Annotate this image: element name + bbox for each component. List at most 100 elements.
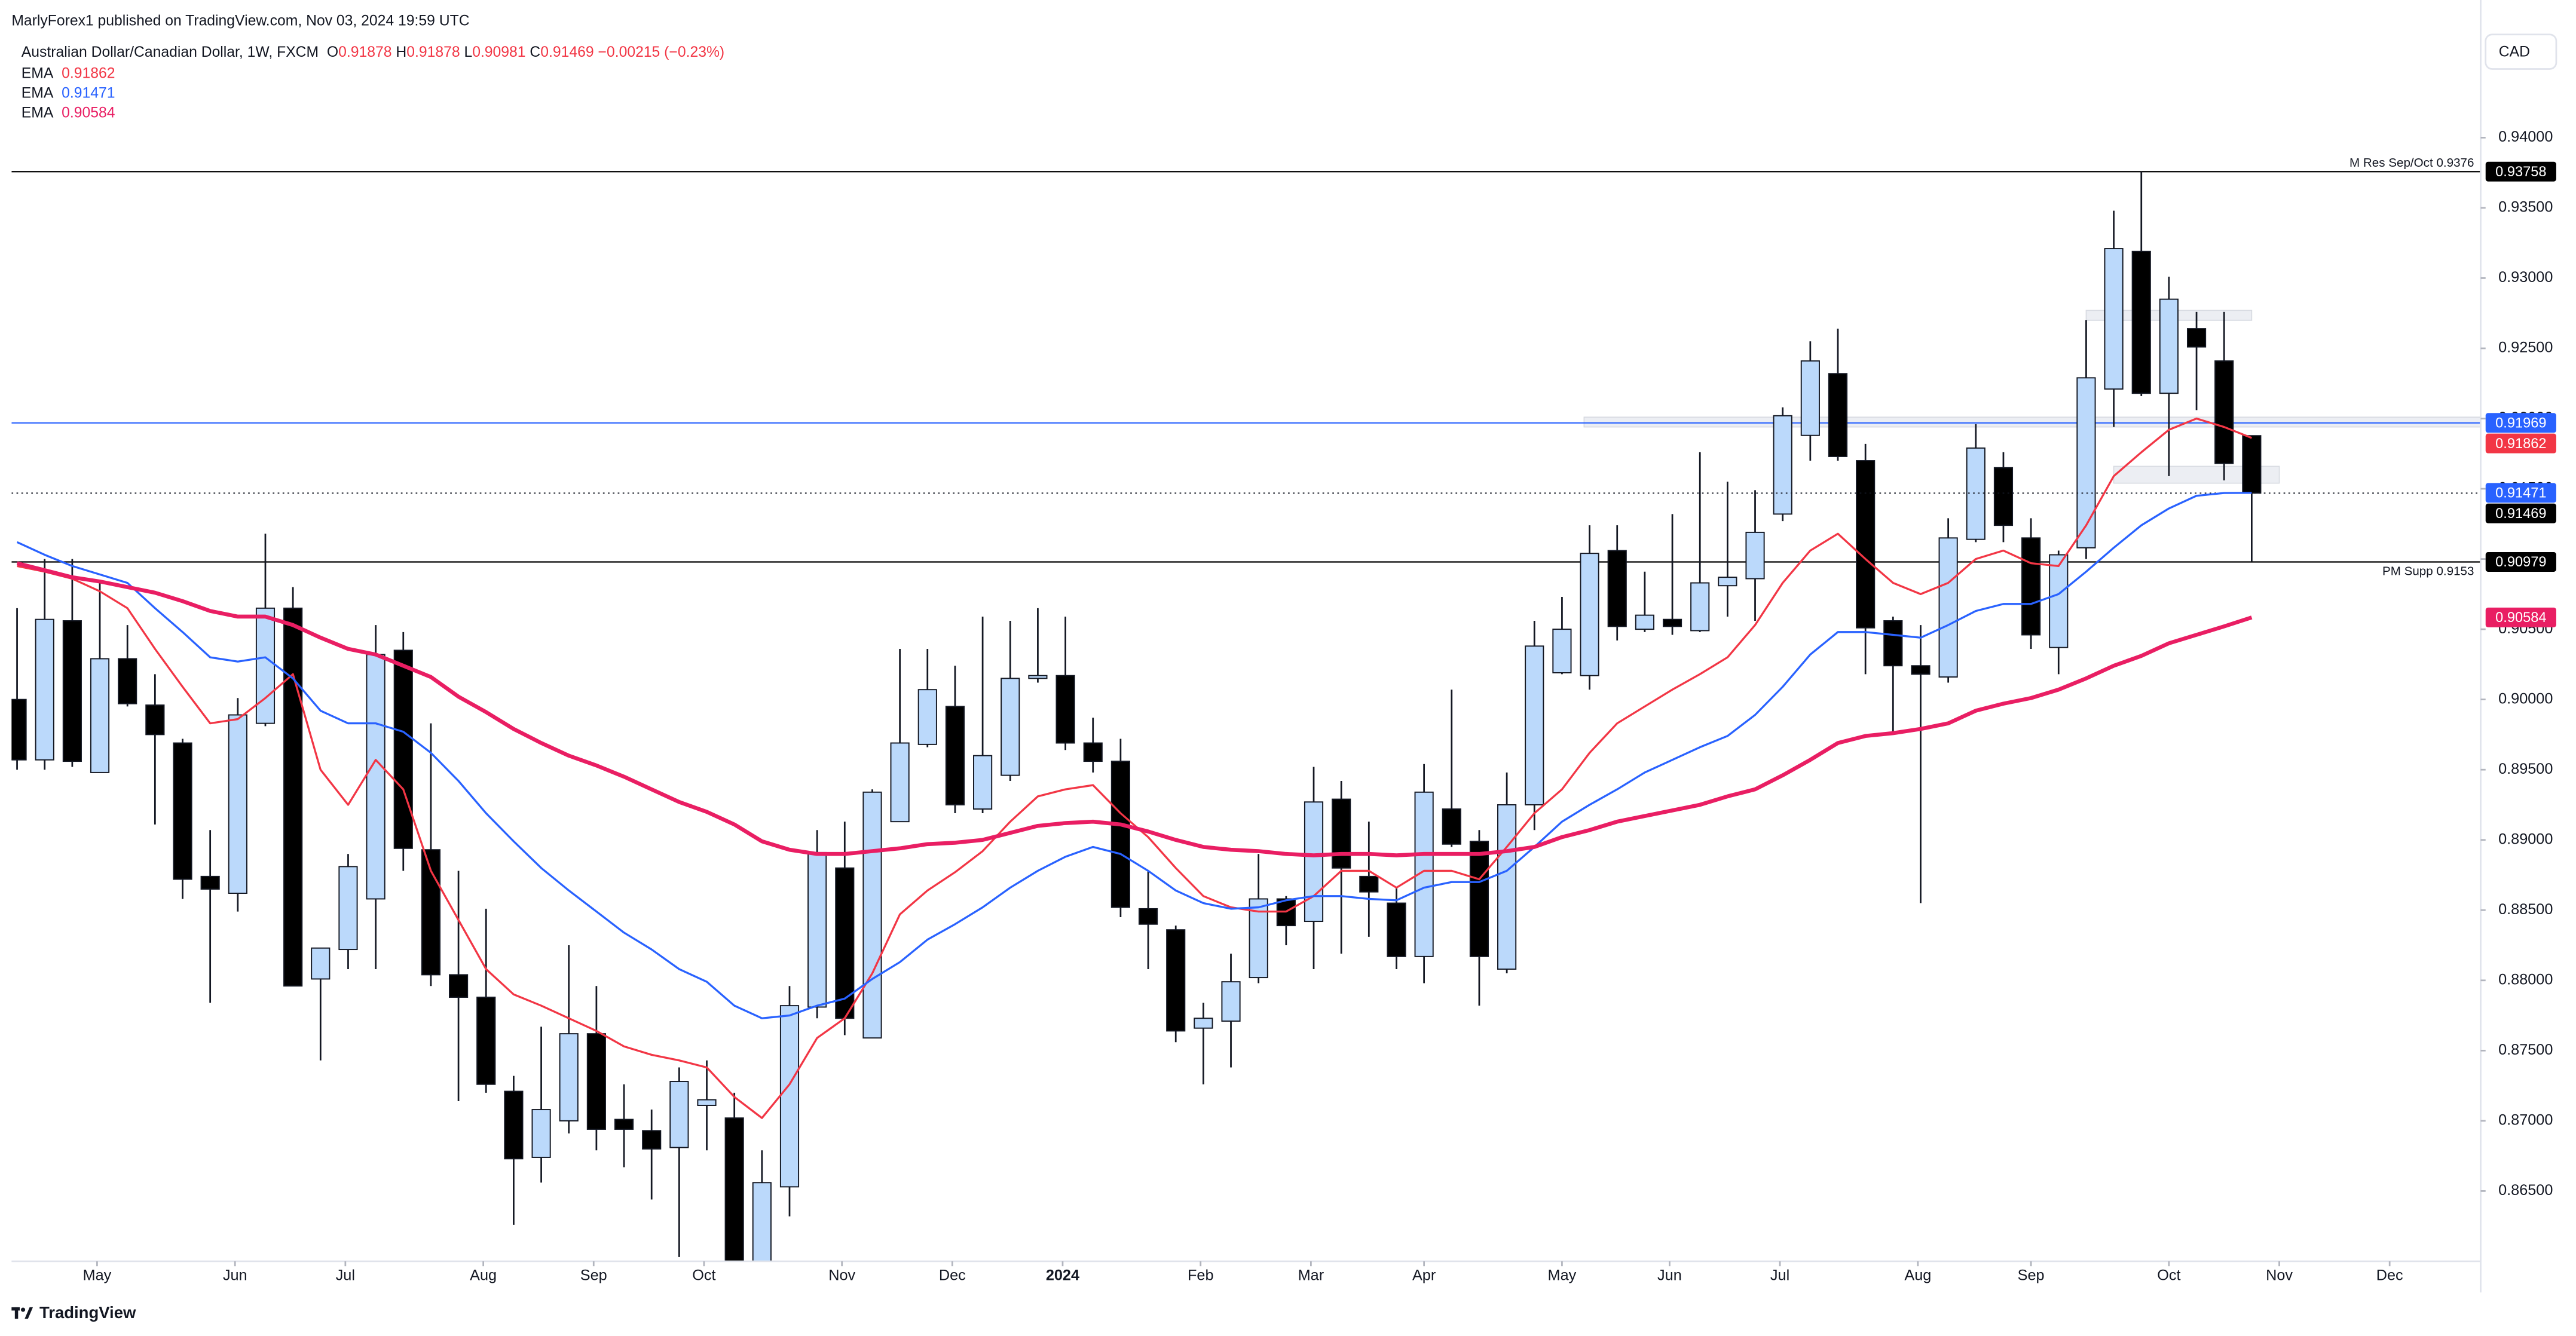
price-tag (2485, 503, 2556, 523)
price-tag-label: 0.91469 (2495, 506, 2546, 522)
x-tick-label: 2024 (1046, 1267, 1079, 1283)
price-tag-label: 0.90584 (2495, 610, 2546, 626)
candle-body (255, 607, 276, 724)
legend-value: 0.91471 (62, 85, 115, 101)
ohlc-label: H (396, 44, 406, 60)
ema-line (16, 561, 2253, 857)
candle-body (890, 742, 910, 823)
candle-body (1773, 415, 1792, 515)
candle-body (173, 742, 192, 880)
candle-body (2049, 554, 2069, 648)
candle-body (1635, 614, 1654, 630)
ema-line (17, 417, 2253, 1119)
legend-entry: EMA 0.91862 (22, 65, 115, 81)
brand-name: TradingView (39, 1303, 136, 1322)
y-tick-label: 0.90000 (2498, 690, 2553, 707)
candle-body (1028, 675, 1048, 679)
price-tag-label: 0.90979 (2495, 554, 2546, 570)
candle-body (1552, 629, 1572, 673)
price-tag (2485, 433, 2556, 453)
candle-body (393, 649, 413, 849)
candle-body (1662, 618, 1682, 627)
ohlc-label: O (327, 44, 338, 60)
candle-body (449, 974, 469, 998)
x-tick-label: Oct (2157, 1267, 2180, 1283)
x-tick-label: Nov (2266, 1267, 2293, 1283)
candle-body (1083, 742, 1103, 762)
legend-entry: EMA 0.91471 (22, 85, 115, 101)
candle-body (697, 1099, 717, 1106)
change: −0.00215 (−0.23%) (598, 44, 725, 60)
candle-body (752, 1182, 772, 1261)
candle-body (504, 1090, 524, 1160)
legend-name: EMA (22, 85, 54, 101)
candle-body (145, 704, 165, 736)
y-tick-label: 0.93000 (2498, 269, 2553, 286)
candle-body (90, 658, 110, 773)
symbol-line: Australian Dollar/Canadian Dollar, 1W, F… (22, 44, 724, 60)
candle-body (1304, 801, 1324, 923)
candle-body (200, 875, 220, 890)
candle-body (642, 1130, 662, 1150)
x-tick-label: Jun (1657, 1267, 1682, 1283)
candle-body (1221, 981, 1241, 1022)
candle-body (1110, 761, 1130, 908)
candle-body (1332, 798, 1351, 869)
currency-button[interactable] (2485, 33, 2557, 70)
x-tick-label: Sep (580, 1267, 607, 1283)
candle-body (835, 867, 855, 1019)
candle-body (118, 658, 137, 704)
candle-body (807, 851, 827, 1008)
candle-body (228, 714, 247, 894)
candle-body (2214, 360, 2234, 464)
candle-body (1966, 447, 1985, 540)
candle-body (669, 1081, 689, 1148)
ema-line (16, 492, 2252, 1019)
price-tag (2485, 607, 2556, 627)
candle-body (1442, 808, 1461, 845)
candle-body (2159, 298, 2179, 394)
candle-body (1001, 678, 1020, 776)
y-tick-label: 0.94000 (2498, 128, 2553, 145)
x-tick-label: Jul (1770, 1267, 1789, 1283)
candle-body (1194, 1018, 1213, 1029)
candle-body (1525, 645, 1544, 805)
currency-label[interactable]: CAD (2499, 44, 2530, 60)
price-tag-label: 0.93758 (2495, 164, 2546, 180)
y-tick-label: 0.89500 (2498, 761, 2553, 777)
candle-body (1883, 620, 1903, 667)
candle-body (2242, 435, 2262, 494)
x-tick-label: Jul (336, 1267, 355, 1283)
x-tick-label: Aug (1904, 1267, 1931, 1283)
candle-body (1938, 537, 1958, 678)
y-tick-label: 0.87500 (2498, 1041, 2553, 1058)
brand-logo (11, 1307, 33, 1319)
candle-body (586, 1033, 606, 1130)
candle-body (2186, 328, 2207, 348)
candle-body (559, 1033, 579, 1121)
candle-body (1469, 841, 1489, 957)
ohlc-value: 0.91878 (406, 44, 460, 60)
legend-entry: EMA 0.90584 (22, 105, 115, 121)
x-tick-label: Nov (828, 1267, 855, 1283)
level-label: PM Supp 0.9153 (2382, 564, 2474, 578)
candle-body (1580, 553, 1599, 676)
x-tick-label: Jun (223, 1267, 247, 1283)
x-tick-label: Feb (1188, 1267, 1214, 1283)
candle-body (311, 947, 331, 980)
x-tick-label: Aug (470, 1267, 497, 1283)
legend-name: EMA (22, 105, 54, 121)
candle-body (283, 607, 303, 987)
x-tick-label: Dec (2376, 1267, 2403, 1283)
ohlc-value: 0.91469 (540, 44, 593, 60)
y-tick-label: 0.92500 (2498, 339, 2553, 356)
ohlc-value: 0.91878 (338, 44, 391, 60)
legend-name: EMA (22, 65, 54, 81)
price-zone (1583, 416, 2481, 428)
ohlc-label: L (464, 44, 472, 60)
symbol: Australian Dollar/Canadian Dollar, 1W, F… (22, 44, 319, 60)
candle-body (1497, 804, 1517, 970)
